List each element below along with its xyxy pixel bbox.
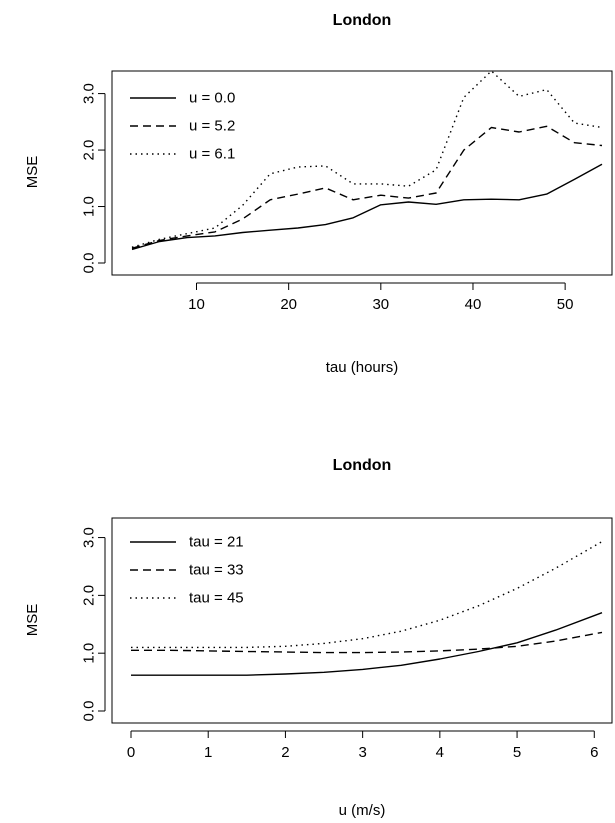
chart-title: London [333, 457, 392, 474]
x-axis: 10 20 30 40 50 [188, 282, 574, 313]
plot-frame [111, 70, 613, 276]
series-line-1 [131, 612, 603, 676]
x-tick-label: 2 [281, 744, 289, 761]
x-tick-label: 5 [513, 744, 521, 761]
y-tick-label: 2.0 [81, 585, 98, 606]
chart-panel-tau: London 0.01.02.03.0 10 20 30 40 50 u = 0.0u … [24, 12, 613, 376]
x-tick-label: 50 [557, 296, 574, 313]
x-tick-label: 4 [436, 744, 444, 761]
series-line-1 [131, 163, 603, 251]
legend-label: u = 6.1 [189, 146, 235, 163]
legend: u = 0.0 u = 5.2 u = 6.1 [130, 90, 235, 163]
x-tick-label: 10 [188, 296, 205, 313]
y-tick-label: 1.0 [81, 196, 98, 217]
y-tick-label: 0.0 [81, 701, 98, 722]
legend-label: tau = 33 [189, 562, 244, 579]
legend-label: tau = 21 [189, 534, 244, 551]
x-tick-label: 20 [280, 296, 297, 313]
legend: tau = 21 tau = 33 tau = 45 [130, 534, 244, 607]
y-tick-label: 3.0 [81, 527, 98, 548]
x-tick-label: 40 [465, 296, 482, 313]
x-tick-label: 30 [372, 296, 389, 313]
series-line-3 [131, 540, 603, 649]
x-tick-label: 6 [590, 744, 598, 761]
plot-frame [111, 517, 613, 724]
legend-label: tau = 45 [189, 590, 244, 607]
legend-label: u = 5.2 [189, 118, 235, 135]
y-tick-label: 2.0 [81, 140, 98, 161]
x-axis-label: tau (hours) [326, 359, 399, 376]
y-axis-label: MSE [24, 604, 41, 637]
y-tick-label: 0.0 [81, 253, 98, 274]
y-axis-label: MSE [24, 156, 41, 189]
x-axis: 0 1 2 3 4 5 6 [127, 730, 598, 761]
series-lines [131, 70, 603, 251]
x-tick-label: 1 [204, 744, 212, 761]
series-line-2 [131, 125, 603, 249]
y-axis: 0.0 1.0 2.0 3.0 [81, 83, 106, 273]
x-tick-label: 0 [127, 744, 135, 761]
x-tick-label: 3 [358, 744, 366, 761]
y-tick-label: 3.0 [81, 83, 98, 104]
y-tick-label: 1.0 [81, 643, 98, 664]
y-axis: 0.0 1.0 2.0 3.0 [81, 527, 106, 721]
legend-label: u = 0.0 [189, 90, 235, 107]
x-axis-label: u (m/s) [339, 802, 386, 819]
series-lines [131, 540, 603, 676]
chart-title: London [333, 12, 392, 29]
